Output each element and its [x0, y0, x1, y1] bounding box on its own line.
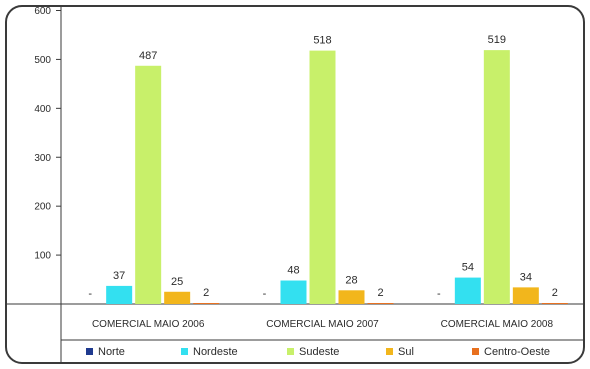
bar-nordeste	[280, 280, 307, 304]
y-ticks: 100 200 300 400 500 600	[34, 6, 61, 262]
legend-label: Sul	[398, 346, 414, 358]
bar-centro-oeste	[193, 303, 220, 304]
y-tick-label: 600	[34, 6, 51, 17]
category-label: COMERCIAL MAIO 2008	[441, 319, 554, 330]
data-label: -	[263, 288, 267, 300]
data-label: 2	[377, 287, 383, 299]
legend-swatch-centro-oeste	[472, 348, 479, 355]
bar-sul	[512, 287, 539, 304]
legend: Norte Nordeste Sudeste Sul Centro-Oeste	[86, 346, 550, 358]
bar-sudeste	[309, 50, 336, 305]
legend-swatch-norte	[86, 348, 93, 355]
category-label: COMERCIAL MAIO 2006	[92, 319, 205, 330]
y-tick-label: 200	[34, 202, 51, 213]
data-label: 25	[171, 276, 183, 288]
legend-label: Centro-Oeste	[484, 346, 550, 358]
data-label: -	[437, 288, 441, 300]
bar-sudeste	[135, 65, 162, 304]
bar-centro-oeste	[541, 303, 568, 304]
data-label: 34	[520, 271, 532, 283]
bars	[106, 50, 568, 305]
bar-sul	[164, 291, 191, 304]
bar-centro-oeste	[367, 303, 394, 304]
y-tick-label: 500	[34, 55, 51, 66]
legend-swatch-sudeste	[287, 348, 294, 355]
bar-sul	[338, 290, 365, 304]
legend-label: Norte	[98, 346, 125, 358]
data-label: 518	[313, 35, 331, 47]
category-label: COMERCIAL MAIO 2007	[266, 319, 379, 330]
y-tick-label: 300	[34, 153, 51, 164]
data-label: 28	[345, 274, 357, 286]
bar-sudeste	[483, 50, 510, 305]
legend-swatch-nordeste	[181, 348, 188, 355]
data-label: 2	[552, 287, 558, 299]
data-label: 48	[287, 265, 299, 277]
bar-nordeste	[106, 285, 133, 304]
data-labels: - 37 487 25 2 - 48 518 28 2 - 54 519 34 2	[88, 34, 558, 300]
legend-swatch-sul	[386, 348, 393, 355]
data-label: 54	[462, 262, 474, 274]
category-labels: COMERCIAL MAIO 2006 COMERCIAL MAIO 2007 CO…	[92, 319, 554, 330]
y-tick-label: 400	[34, 104, 51, 115]
data-label: 37	[113, 270, 125, 282]
data-label: 2	[203, 287, 209, 299]
data-label: -	[88, 288, 92, 300]
data-label: 487	[139, 50, 157, 62]
data-label: 519	[488, 34, 506, 46]
legend-label: Nordeste	[193, 346, 238, 358]
y-tick-label: 100	[34, 251, 51, 262]
bar-nordeste	[454, 277, 481, 304]
legend-label: Sudeste	[299, 346, 339, 358]
